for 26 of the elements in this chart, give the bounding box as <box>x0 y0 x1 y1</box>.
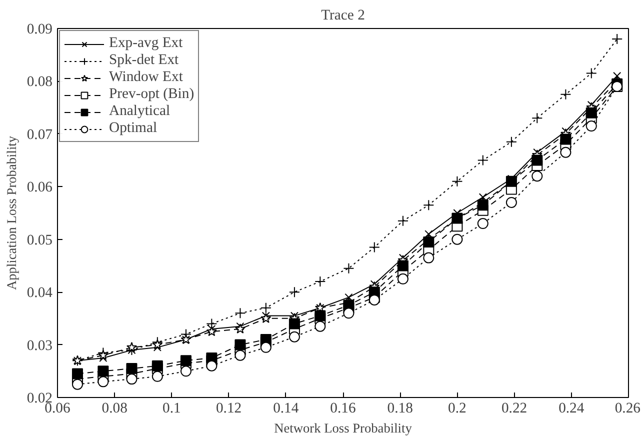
x-tick-label: 0.16 <box>330 400 356 416</box>
x-tick-label: 0.12 <box>216 400 242 416</box>
y-tick-label: 0.06 <box>26 180 53 196</box>
y-tick-label: 0.03 <box>26 338 53 354</box>
x-tick-label: 0.14 <box>273 400 300 416</box>
x-tick-label: 0.26 <box>614 400 641 416</box>
legend-label: Prev-opt (Bin) <box>109 86 194 103</box>
legend-label: Window Ext <box>109 69 183 86</box>
y-tick-label: 0.07 <box>26 126 53 143</box>
x-tick-label: 0.2 <box>448 400 466 416</box>
chart-title: Trace 2 <box>321 8 365 24</box>
x-tick-label: 0.18 <box>387 400 413 416</box>
y-axis-title: Application Loss Probability <box>4 136 19 290</box>
y-tick-label: 0.04 <box>26 285 54 302</box>
legend-label: Spk-det Ext <box>109 52 179 69</box>
legend-label: Analytical <box>109 103 170 120</box>
x-tick-label: 0.1 <box>162 400 181 416</box>
legend-label: Optimal <box>109 120 158 137</box>
x-axis-title: Network Loss Probability <box>274 420 412 436</box>
x-tick-label: 0.24 <box>558 400 585 416</box>
y-tick-label: 0.09 <box>26 22 53 38</box>
x-tick-label: 0.08 <box>102 400 128 416</box>
x-tick-label: 0.22 <box>501 400 528 416</box>
y-tick-label: 0.05 <box>26 232 53 248</box>
legend-label: Exp-avg Ext <box>109 35 183 52</box>
y-tick-label: 0.08 <box>26 74 53 90</box>
